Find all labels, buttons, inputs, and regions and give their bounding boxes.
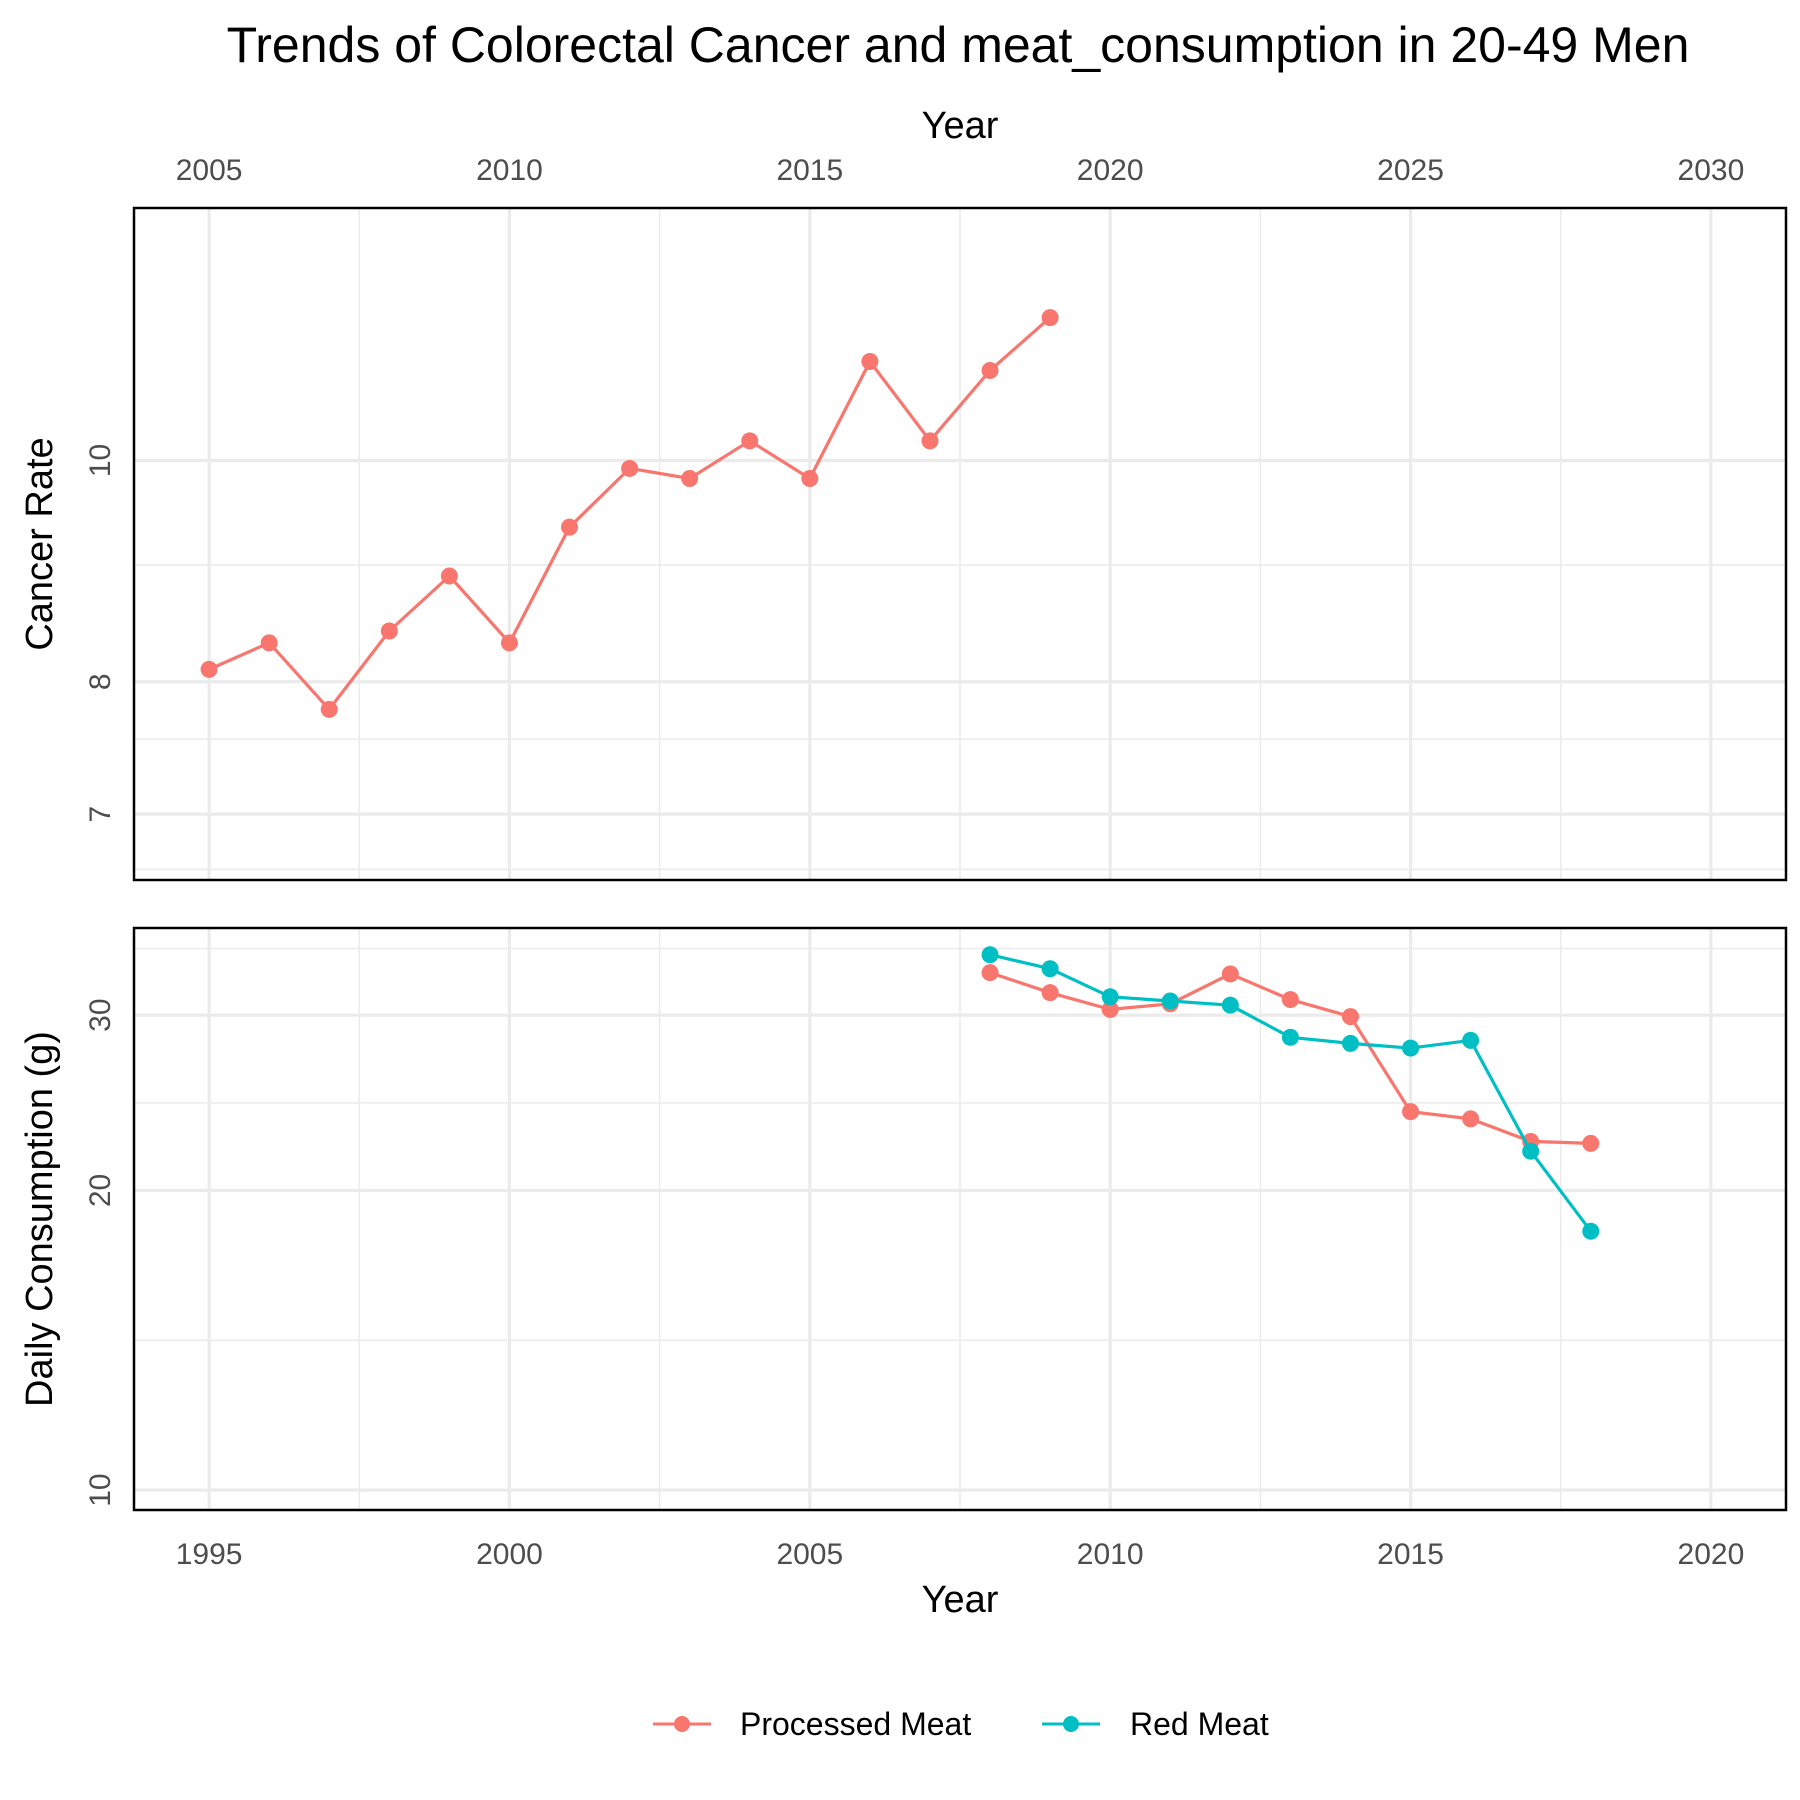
x-axis-title: Year xyxy=(922,105,999,147)
legend-key-processed-meat-point xyxy=(674,1716,690,1732)
data-point-cancer-rate-2012 xyxy=(621,459,639,477)
x-tick-label-2020: 2020 xyxy=(1077,154,1144,187)
y-tick-labels: 10 20 30 xyxy=(84,998,117,1506)
data-point-red-meat-2014 xyxy=(1341,1034,1359,1052)
x-axis-title: Year xyxy=(922,1579,999,1621)
legend-item-processed-meat: Processed Meat xyxy=(653,1706,971,1742)
data-point-red-meat-2012 xyxy=(1221,996,1239,1014)
legend-key-red-meat-point xyxy=(1063,1716,1079,1732)
data-point-processed-meat-2009 xyxy=(1041,984,1059,1002)
data-point-cancer-rate-2007 xyxy=(320,700,338,718)
x-tick-label-2010: 2010 xyxy=(476,154,543,187)
x-tick-label-2030: 2030 xyxy=(1678,154,1745,187)
data-point-red-meat-2015 xyxy=(1402,1039,1420,1057)
x-tick-label-1995: 1995 xyxy=(176,1538,243,1571)
panel-border xyxy=(132,206,1788,882)
y-tick-labels: 7 8 10 xyxy=(84,444,117,823)
data-point-processed-meat-2013 xyxy=(1281,991,1299,1009)
y-axis-title: Daily Consumption (g) xyxy=(19,1031,61,1407)
x-tick-label-2025: 2025 xyxy=(1377,154,1444,187)
x-tick-label-2005: 2005 xyxy=(176,154,243,187)
data-point-cancer-rate-2013 xyxy=(681,469,699,487)
legend-label-red-meat: Red Meat xyxy=(1130,1706,1269,1742)
major-gridlines xyxy=(134,208,1786,880)
data-point-red-meat-2016 xyxy=(1462,1031,1480,1049)
x-tick-labels: 1995 2000 2005 2010 2015 2020 xyxy=(176,1538,1745,1571)
data-point-cancer-rate-2017 xyxy=(921,432,939,450)
x-tick-labels: 2005 2010 2015 2020 2025 2030 xyxy=(176,154,1745,187)
series-line-cancer-rate xyxy=(208,316,1052,712)
minor-gridlines xyxy=(134,208,1786,880)
y-axis-title: Cancer Rate xyxy=(19,437,61,650)
y-tick-label-30: 30 xyxy=(84,998,117,1031)
data-point-cancer-rate-2015 xyxy=(801,469,819,487)
major-gridlines xyxy=(134,928,1786,1510)
data-point-red-meat-2011 xyxy=(1161,992,1179,1010)
data-point-processed-meat-2018 xyxy=(1582,1134,1600,1152)
data-point-processed-meat-2012 xyxy=(1221,965,1239,983)
data-point-cancer-rate-2009 xyxy=(440,567,458,585)
y-tick-label-8: 8 xyxy=(84,673,117,690)
data-point-processed-meat-2014 xyxy=(1341,1008,1359,1026)
data-point-red-meat-2017 xyxy=(1522,1142,1540,1160)
data-point-red-meat-2010 xyxy=(1101,988,1119,1006)
series-cancer-rate xyxy=(200,309,1059,718)
legend-item-red-meat: Red Meat xyxy=(1042,1706,1269,1742)
data-point-cancer-rate-2019 xyxy=(1041,309,1059,327)
x-tick-label-2010: 2010 xyxy=(1077,1538,1144,1571)
x-tick-label-2005: 2005 xyxy=(776,1538,843,1571)
x-tick-label-2020: 2020 xyxy=(1678,1538,1745,1571)
legend-label-processed-meat: Processed Meat xyxy=(740,1706,971,1742)
chart-title: Trends of Colorectal Cancer and meat_con… xyxy=(227,17,1690,73)
data-point-cancer-rate-2006 xyxy=(260,634,278,652)
data-point-red-meat-2009 xyxy=(1041,960,1059,978)
data-point-red-meat-2013 xyxy=(1281,1028,1299,1046)
data-point-red-meat-2018 xyxy=(1582,1222,1600,1240)
data-point-cancer-rate-2018 xyxy=(981,361,999,379)
panel-border xyxy=(132,926,1788,1512)
data-point-cancer-rate-2005 xyxy=(200,660,218,678)
minor-gridlines xyxy=(134,928,1786,1510)
daily-consumption-panel: 1995 2000 2005 2010 2015 2020 10 20 30 Year Daily … xyxy=(19,926,1788,1621)
y-tick-label-10: 10 xyxy=(84,1473,117,1506)
data-point-processed-meat-2008 xyxy=(981,964,999,982)
data-point-cancer-rate-2011 xyxy=(561,518,579,536)
x-tick-label-2015: 2015 xyxy=(776,154,843,187)
data-point-cancer-rate-2014 xyxy=(741,432,759,450)
data-point-cancer-rate-2010 xyxy=(500,634,518,652)
legend: Processed Meat Red Meat xyxy=(653,1706,1269,1742)
y-tick-label-7: 7 xyxy=(84,806,117,823)
data-point-cancer-rate-2016 xyxy=(861,352,879,370)
series-processed-meat xyxy=(981,964,1600,1152)
data-point-processed-meat-2015 xyxy=(1402,1103,1420,1121)
x-tick-label-2015: 2015 xyxy=(1377,1538,1444,1571)
series-red-meat xyxy=(981,946,1600,1240)
cancer-rate-panel: 2005 2010 2015 2020 2025 2030 7 8 10 Year Cancer R… xyxy=(19,105,1788,882)
data-point-red-meat-2008 xyxy=(981,946,999,964)
data-point-processed-meat-2010 xyxy=(1101,1000,1119,1018)
x-tick-label-2000: 2000 xyxy=(476,1538,543,1571)
data-point-processed-meat-2016 xyxy=(1462,1110,1480,1128)
y-tick-label-10: 10 xyxy=(84,444,117,477)
y-tick-label-20: 20 xyxy=(84,1174,117,1207)
data-point-cancer-rate-2008 xyxy=(380,622,398,640)
